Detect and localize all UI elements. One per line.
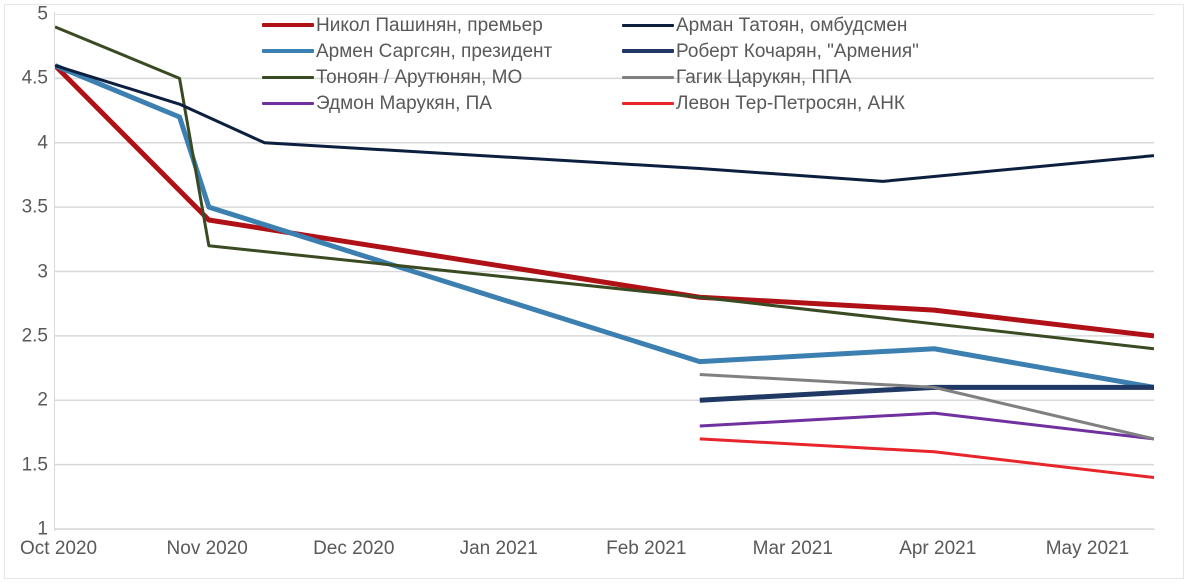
legend-swatch-icon: [262, 49, 314, 53]
series-line-7: [699, 437, 1154, 479]
series-line-5: [699, 384, 1154, 403]
y-axis-tick-label: 4.5: [21, 67, 48, 89]
legend-swatch-icon: [262, 75, 314, 79]
y-axis-tick-label: 5: [37, 3, 48, 25]
y-axis-tick-label: 1.5: [21, 454, 48, 476]
x-axis-tick-label: Oct 2020: [20, 538, 98, 559]
x-axis-line: [54, 529, 1155, 530]
y-axis-tick-label: 3: [37, 261, 48, 282]
series-line-2: [55, 25, 1154, 351]
x-axis-tick-label: Mar 2021: [752, 538, 833, 559]
legend-item[interactable]: Никол Пашинян, премьер: [262, 12, 622, 38]
x-axis-tick-label: Jan 2021: [459, 538, 538, 559]
legend-item[interactable]: Эдмон Марукян, ПА: [262, 90, 622, 116]
y-axis-line: [54, 12, 55, 531]
legend-swatch-icon: [622, 49, 674, 53]
legend-label: Роберт Кочарян, "Армения": [676, 40, 919, 62]
legend-swatch-icon: [262, 23, 314, 27]
legend-item[interactable]: Армен Саргсян, президент: [262, 38, 622, 64]
x-axis-tick-label: Nov 2020: [166, 538, 248, 559]
series-line-1: [55, 63, 1154, 390]
y-axis-tick-label: 3.5: [21, 196, 48, 218]
x-axis-tick-label: Feb 2021: [606, 538, 687, 559]
legend-label: Тоноян / Арутюнян, МО: [316, 66, 523, 88]
series-line-4: [55, 64, 1154, 183]
gridlines: [55, 14, 1154, 529]
legend-label: Эдмон Марукян, ПА: [316, 92, 492, 114]
y-axis-tick-label: 2: [37, 389, 48, 411]
legend-label: Гагик Царукян, ППА: [676, 66, 852, 88]
legend-item[interactable]: Гагик Царукян, ППА: [622, 64, 962, 90]
legend-item[interactable]: Тоноян / Арутюнян, МО: [262, 64, 622, 90]
series-line-3: [699, 411, 1154, 441]
legend-item[interactable]: Роберт Кочарян, "Армения": [622, 38, 962, 64]
x-axis-tick-label: Apr 2021: [899, 538, 977, 559]
chart-legend: Никол Пашинян, премьер Арман Татоян, омбу…: [262, 12, 962, 116]
legend-swatch-icon: [622, 23, 674, 27]
plot-area: [55, 14, 1154, 529]
series-lines: [55, 25, 1154, 479]
y-axis-tick-label: 2.5: [21, 325, 48, 347]
legend-label: Левон Тер-Петросян, АНК: [676, 92, 905, 114]
legend-swatch-icon: [262, 101, 314, 105]
legend-swatch-icon: [622, 75, 674, 79]
x-axis-tick-label: Dec 2020: [313, 538, 395, 559]
x-axis-tick-label: May 2021: [1045, 538, 1130, 559]
line-chart-svg: [55, 14, 1154, 529]
legend-swatch-icon: [622, 101, 674, 105]
x-axis: Oct 2020 Nov 2020 Dec 2020 Jan 2021 Feb 2021…: [0, 531, 1188, 583]
legend-item[interactable]: Арман Татоян, омбудсмен: [622, 12, 962, 38]
legend-label: Армен Саргсян, президент: [316, 40, 553, 62]
legend-item[interactable]: Левон Тер-Петросян, АНК: [622, 90, 962, 116]
y-axis: 5 4.5 4 3.5 3 2.5 2 1.5 1: [0, 0, 48, 583]
y-axis-tick-label: 4: [37, 132, 48, 154]
series-line-6: [699, 373, 1154, 441]
y-axis-tick-label: 1: [37, 518, 48, 540]
legend-label: Никол Пашинян, премьер: [316, 14, 543, 36]
chart-frame: [4, 4, 1184, 579]
legend-label: Арман Татоян, омбудсмен: [676, 14, 908, 36]
